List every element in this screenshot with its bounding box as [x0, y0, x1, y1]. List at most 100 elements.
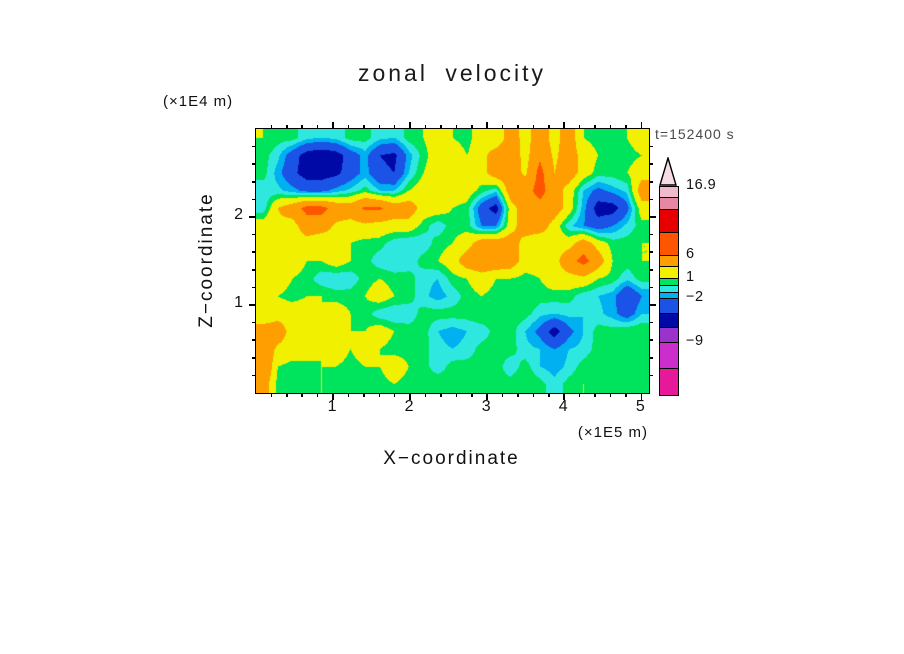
tick-mark: [578, 125, 581, 129]
tick-mark: [252, 269, 256, 271]
tick-mark: [471, 393, 473, 397]
tick-mark: [649, 198, 653, 201]
tick-mark: [649, 181, 653, 183]
tick-mark: [649, 163, 653, 165]
tick-mark: [548, 125, 550, 129]
x-axis-unit: (×1E5 m): [577, 424, 648, 441]
y-tick-label: 2: [234, 206, 243, 223]
tick-mark: [625, 393, 627, 397]
tick-mark: [270, 125, 273, 129]
colorbar-segment: [660, 342, 678, 369]
colorbar-segment: [660, 293, 678, 300]
tick-mark: [252, 374, 256, 377]
colorbar-segment: [660, 209, 678, 233]
tick-mark: [424, 125, 427, 129]
colorbar-scale: [659, 186, 679, 396]
x-tick-label: 1: [327, 398, 337, 415]
colorbar-label: −9: [686, 333, 704, 349]
tick-mark: [640, 393, 643, 400]
colorbar: 16.9 6 1 −2 −9: [659, 177, 716, 396]
tick-mark: [409, 122, 411, 129]
tick-mark: [363, 393, 365, 397]
tick-mark: [249, 216, 256, 218]
tick-mark: [424, 393, 427, 397]
colorbar-label: −2: [686, 289, 704, 306]
tick-mark: [609, 393, 612, 397]
tick-mark: [649, 269, 653, 271]
tick-mark: [649, 286, 653, 289]
tick-mark: [347, 393, 350, 397]
colorbar-label: 1: [686, 268, 695, 285]
heatmap-canvas: [256, 129, 649, 393]
tick-mark: [517, 125, 519, 129]
tick-mark: [594, 393, 596, 397]
colorbar-segment: [660, 328, 678, 343]
colorbar-segment: [660, 368, 678, 395]
colorbar-segment: [660, 198, 678, 210]
tick-mark: [649, 339, 653, 341]
tick-mark: [252, 357, 256, 359]
colorbar-segment: [660, 187, 678, 199]
tick-mark: [486, 393, 488, 400]
tick-mark: [563, 122, 565, 129]
tick-mark: [649, 145, 653, 148]
tick-mark: [332, 122, 334, 129]
tick-mark: [301, 393, 303, 397]
tick-mark: [594, 125, 596, 129]
tick-mark: [316, 125, 319, 129]
colorbar-segment: [660, 255, 678, 268]
tick-mark: [378, 393, 381, 397]
tick-mark: [249, 304, 256, 306]
tick-mark: [252, 163, 256, 165]
tick-mark: [649, 321, 653, 324]
tick-mark: [252, 145, 256, 148]
colorbar-segment: [660, 299, 678, 314]
colorbar-segment: [660, 313, 678, 329]
tick-mark: [649, 233, 653, 236]
tick-mark: [316, 393, 319, 397]
tick-mark: [578, 393, 581, 397]
tick-mark: [252, 198, 256, 201]
plot-area: [249, 122, 656, 400]
tick-mark: [548, 393, 550, 397]
tick-mark: [409, 393, 411, 400]
tick-mark: [440, 125, 442, 129]
tick-mark: [301, 125, 303, 129]
x-tick-label: 2: [404, 398, 414, 415]
tick-mark: [378, 125, 381, 129]
tick-mark: [486, 122, 488, 129]
tick-mark: [649, 357, 653, 359]
y-tick-label: 1: [234, 294, 243, 311]
tick-mark: [649, 304, 656, 306]
tick-mark: [609, 125, 612, 129]
tick-mark: [455, 125, 458, 129]
tick-mark: [455, 393, 458, 397]
tick-mark: [517, 393, 519, 397]
tick-mark: [563, 393, 565, 400]
tick-mark: [252, 251, 256, 253]
tick-mark: [532, 125, 535, 129]
chart-title: zonal velocity: [357, 60, 547, 86]
tick-mark: [471, 125, 473, 129]
tick-mark: [649, 374, 653, 377]
tick-mark: [532, 393, 535, 397]
x-tick-label: 5: [635, 398, 645, 415]
y-axis-unit: (×1E4 m): [163, 93, 234, 110]
tick-mark: [649, 216, 656, 218]
x-axis-label: X−coordinate: [383, 448, 520, 469]
tick-mark: [252, 233, 256, 236]
tick-mark: [252, 321, 256, 324]
tick-mark: [440, 393, 442, 397]
x-tick-label: 3: [481, 398, 491, 415]
time-annotation: t=152400 s: [655, 126, 735, 142]
tick-mark: [252, 286, 256, 289]
colorbar-segment: [660, 278, 678, 286]
tick-mark: [640, 122, 643, 129]
tick-mark: [252, 181, 256, 183]
tick-mark: [625, 125, 627, 129]
colorbar-arrow-icon: [659, 157, 677, 186]
tick-mark: [332, 393, 334, 400]
tick-mark: [270, 393, 273, 397]
colorbar-label: 6: [686, 245, 695, 262]
